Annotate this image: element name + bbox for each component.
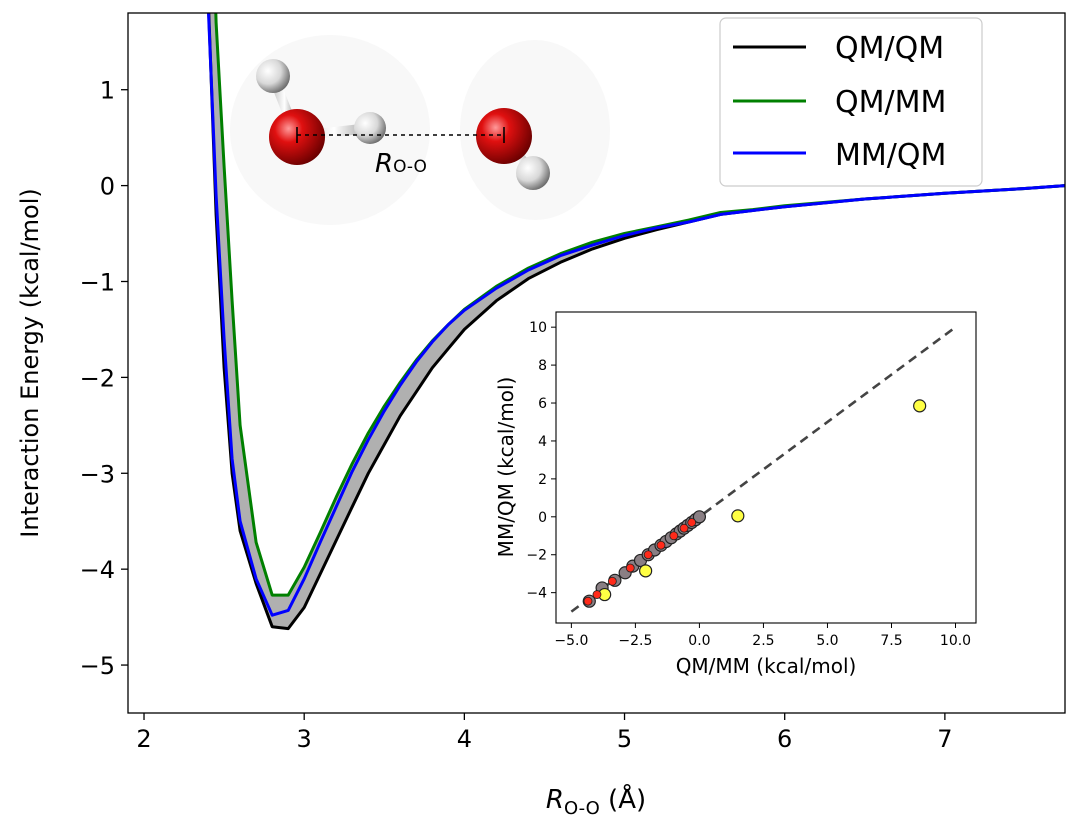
legend: QM/QM QM/MM MM/QM bbox=[719, 17, 983, 187]
x-tick-label: 2 bbox=[136, 725, 151, 753]
legend-box bbox=[719, 17, 983, 187]
y-tick-label: −2 bbox=[80, 364, 115, 392]
inset-x-tick-label: 7.5 bbox=[880, 633, 902, 649]
gray-scatter-point bbox=[692, 510, 707, 524]
mmqm-line bbox=[206, 13, 1065, 617]
inset-plot-frame bbox=[555, 311, 977, 624]
y-tick-label: −4 bbox=[80, 556, 115, 584]
red-scatter-point bbox=[625, 563, 635, 573]
y-tick-label: −5 bbox=[80, 652, 115, 680]
y-tick-label: 0 bbox=[100, 173, 115, 201]
red-scatter-point bbox=[679, 523, 689, 533]
x-axis-label-subscript: O-O bbox=[564, 798, 600, 819]
x-tick-label: 3 bbox=[297, 725, 312, 753]
red-scatter-point bbox=[643, 550, 653, 560]
main-plot-frame bbox=[127, 12, 1066, 714]
hydrogen-atom bbox=[516, 156, 550, 190]
y-tick-label: 1 bbox=[100, 77, 115, 105]
inset-y-tick-label: 2 bbox=[538, 472, 547, 488]
inset-y-tick-label: 4 bbox=[538, 434, 547, 450]
inset-y-tick-label: 8 bbox=[538, 358, 547, 374]
inset-y-tick-label: 0 bbox=[538, 510, 547, 526]
x-tick-label: 5 bbox=[617, 725, 632, 753]
y-tick-label: −3 bbox=[80, 460, 115, 488]
inset-x-tick-label: 2.5 bbox=[752, 633, 774, 649]
x-axis-label-symbol: R bbox=[546, 785, 564, 815]
inset-y-tick-label: −4 bbox=[526, 586, 547, 602]
x-tick-label: 4 bbox=[457, 725, 472, 753]
x-axis-label-unit: (Å) bbox=[600, 783, 646, 815]
red-scatter-point bbox=[669, 531, 679, 541]
main-y-axis-label: Interaction Energy (kcal/mol) bbox=[16, 188, 44, 538]
oo-distance-annotation: RO-O bbox=[375, 149, 427, 179]
yellow-scatter-point bbox=[913, 399, 927, 413]
red-scatter-point bbox=[583, 596, 593, 606]
x-tick-label: 7 bbox=[937, 725, 952, 753]
yellow-scatter-point bbox=[639, 564, 653, 578]
legend-label-qmmm: QM/MM bbox=[835, 85, 946, 120]
inset-y-tick-label: 6 bbox=[538, 396, 547, 412]
red-scatter-point bbox=[592, 590, 602, 599]
inset-x-tick-label: −2.5 bbox=[618, 633, 652, 649]
hydrogen-atom bbox=[354, 112, 386, 144]
main-plot: 2 3 4 5 6 710−1−2−3−4−5 Interaction Energy (k… bbox=[16, 12, 1066, 819]
main-x-axis-label: RO-O (Å) bbox=[546, 783, 646, 819]
water-dimer-illustration: RO-O bbox=[230, 35, 610, 225]
y-tick-label: −1 bbox=[80, 268, 115, 296]
legend-label-qmqm: QM/QM bbox=[835, 31, 944, 66]
x-tick-label: 6 bbox=[777, 725, 792, 753]
legend-label-mmqm: MM/QM bbox=[835, 138, 946, 173]
yellow-scatter-point bbox=[731, 509, 745, 523]
red-scatter-point bbox=[687, 518, 697, 527]
inset-x-tick-label: 10.0 bbox=[940, 633, 971, 649]
inset-y-tick-label: −2 bbox=[526, 548, 547, 564]
inset-x-axis-label: QM/MM (kcal/mol) bbox=[676, 654, 857, 678]
hydrogen-atom bbox=[256, 59, 290, 93]
inset-y-tick-label: 10 bbox=[529, 320, 547, 336]
red-scatter-point bbox=[607, 576, 617, 586]
inset-x-tick-label: 0.0 bbox=[688, 633, 710, 649]
inset-scatter-plot: −5.0 −2.5 0.0 2.5 5.0 7.5 10.0 −4 −2 0 2 4 6 8 10 QM/M… bbox=[494, 311, 977, 678]
red-scatter-point bbox=[656, 540, 666, 550]
inset-x-tick-label: 5.0 bbox=[816, 633, 838, 649]
inset-x-tick-label: −5.0 bbox=[554, 633, 588, 649]
inset-y-axis-label: MM/QM (kcal/mol) bbox=[494, 377, 518, 558]
